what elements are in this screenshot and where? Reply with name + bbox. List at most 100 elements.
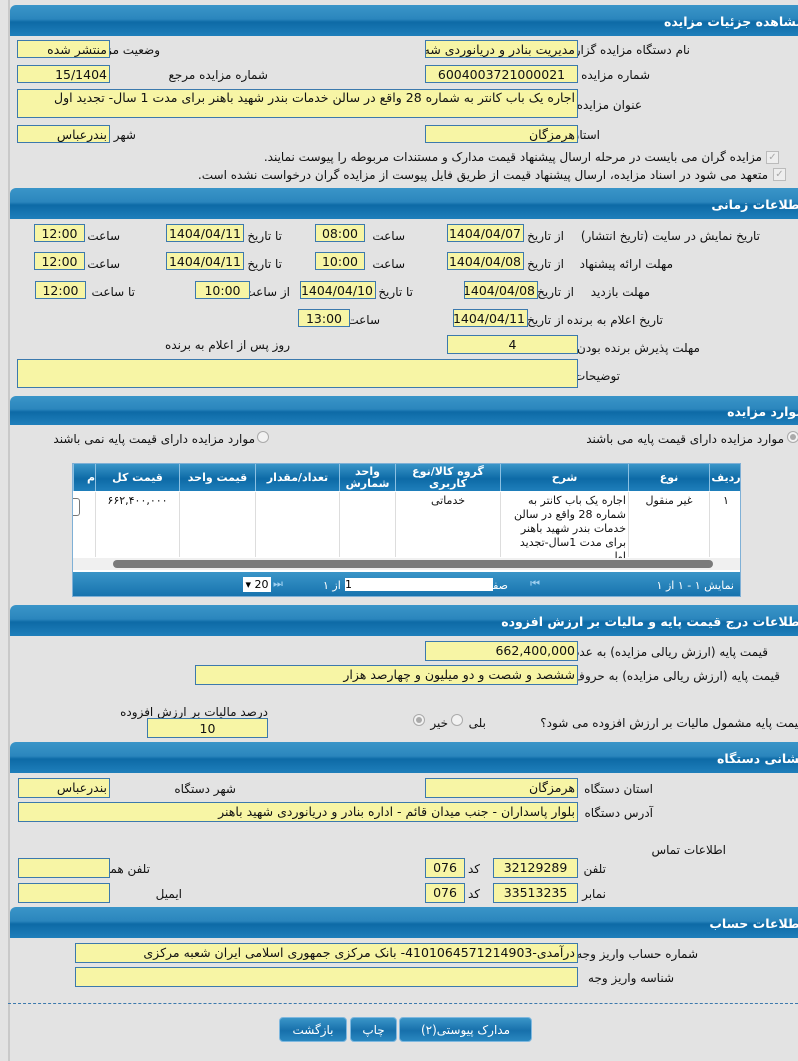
ref-number-field[interactable]: 15/1404 [17,65,110,83]
offer-from-date[interactable]: 1404/04/08 [447,252,524,270]
pager: نمایش ۱ - ۱ از ۱ ⏮ صفحه 1 از ۱ ⏭ 20 ▾ [73,572,740,596]
section-title: اطلاعات حساب [709,916,798,931]
title-field[interactable]: اجاره یک باب کانتر به شماره 28 واقع در س… [17,89,578,118]
fax-label: نمابر [582,887,606,901]
payment-id-label: شناسه واریز وجه [588,971,674,985]
has-base-price-label: موارد مزایده دارای قیمت پایه می باشند [586,432,784,446]
last-page-icon[interactable]: ⏭ [273,577,283,590]
fax-field[interactable]: 33513235 [493,883,578,903]
col-quantity[interactable]: تعداد/مقدار [255,464,339,491]
phone-code-field[interactable]: 076 [425,858,465,878]
to-date-label: تا تاریخ [378,285,413,299]
pager-summary: نمایش ۱ - ۱ از ۱ [656,579,734,592]
city-field[interactable]: بندرعباس [17,125,110,143]
account-number-field[interactable]: درآمدی-4101064571214903- بانک مرکزی جمهو… [75,943,578,963]
section-title: اطلاعات درج قیمت پایه و مالیات بر ارزش ا… [501,614,798,629]
vat-percent-field[interactable]: 10 [147,718,268,738]
fax-code-label: کد [467,887,480,901]
vat-no-label: خیر [430,716,448,730]
attachments-button[interactable]: مدارک پیوستی(۲) [399,1017,532,1042]
visit-to-date[interactable]: 1404/04/10 [300,281,376,299]
org-province-field[interactable]: هرمزگان [425,778,578,798]
visit-from-hour[interactable]: 10:00 [195,281,250,299]
page-size-value: 20 [254,578,269,591]
announce-hour[interactable]: 13:00 [298,309,350,327]
vat-no-radio[interactable] [413,714,425,726]
print-button[interactable]: چاپ [350,1017,397,1042]
display-from-date[interactable]: 1404/04/07 [447,224,524,242]
col-unit[interactable]: واحد شمارش [339,464,395,491]
offer-to-hour[interactable]: 12:00 [34,252,85,270]
horizontal-scrollbar[interactable] [73,558,740,570]
org-city-label: شهر دستگاه [174,782,236,796]
from-hour-label: از ساعت [244,285,290,299]
section-header-price: اطلاعات درج قیمت پایه و مالیات بر ارزش ا… [10,605,798,636]
email-label: ایمیل [155,887,182,901]
col-total-price[interactable]: قیمت کل [95,464,179,491]
col-group[interactable]: گروه کالا/نوع کاربری [395,464,500,491]
phone-code-label: کد [467,862,480,876]
visit-to-hour[interactable]: 12:00 [35,281,86,299]
notes-label: توضیحات [573,369,620,383]
cell-description: اجاره یک باب کانتر به شماره 28 واقع در س… [500,492,628,563]
offer-label: مهلت ارائه پیشنهاد [579,257,673,271]
cell-total-price: ۶۶۲,۴۰۰,۰۰۰ [95,492,179,557]
price-num-field[interactable]: 662,400,000 [425,641,578,661]
status-field[interactable]: منتشر شده [17,40,110,58]
price-words-field[interactable]: ششصد و شصت و دو میلیون و چهارصد هزار [195,665,578,685]
visit-from-date[interactable]: 1404/04/08 [464,281,538,299]
section-title: نشانی دستگاه [717,751,798,766]
hour-label: ساعت [347,313,380,327]
attach-docs-checkbox[interactable]: ✓ [766,151,779,164]
vat-yes-radio[interactable] [451,714,463,726]
cell-unit-price [179,492,255,557]
accept-suffix: روز پس از اعلام به برنده [165,338,290,352]
phone-field[interactable]: 32129289 [493,858,578,878]
offer-from-hour[interactable]: 10:00 [315,252,365,270]
display-from-hour[interactable]: 08:00 [315,224,365,242]
announce-date[interactable]: 1404/04/11 [453,309,528,327]
agency-field[interactable]: مدیریت بنادر و دریانوردی شه [425,40,578,58]
no-attachment-checkbox[interactable]: ✓ [773,168,786,181]
section-header-items: موارد مزایده [10,396,798,425]
notes-field[interactable] [17,359,578,388]
number-field[interactable]: 6004003721000021 [425,65,578,83]
details-button[interactable] [73,498,80,516]
col-type[interactable]: نوع [628,464,709,491]
section-header-account: اطلاعات حساب [10,907,798,938]
accept-days-field[interactable]: 4 [447,335,578,354]
org-address-field[interactable]: بلوار پاسداران - جنب میدان قائم - اداره … [18,802,578,822]
hour-label: ساعت [372,229,405,243]
fax-code-field[interactable]: 076 [425,883,465,903]
payment-id-field[interactable] [75,967,578,987]
mobile-field[interactable] [18,858,110,878]
vat-yes-label: بلی [468,716,486,730]
cell-type: غیر منقول [628,492,709,557]
org-city-field[interactable]: بندرعباس [18,778,110,798]
to-date-label: تا تاریخ [247,229,282,243]
first-page-icon[interactable]: ⏮ [530,577,540,590]
col-more[interactable]: م [73,464,95,491]
attach-docs-text: مزایده گران می بایست در مرحله ارسال پیشن… [263,150,762,164]
has-base-price-radio[interactable] [787,431,798,443]
vat-question: قیمت پایه مشمول مالیات بر ارزش افزوده می… [540,716,798,730]
page-size-select[interactable]: 20 ▾ [243,577,271,592]
province-field[interactable]: هرمزگان [425,125,578,143]
col-description[interactable]: شرح [500,464,628,491]
scrollbar-thumb[interactable] [113,560,713,568]
display-to-hour[interactable]: 12:00 [34,224,85,242]
page-input[interactable]: 1 [345,578,493,591]
col-row[interactable]: ردیف [709,464,740,491]
price-num-label: قیمت پایه (ارزش ریالی مزایده) به عدد [573,645,768,659]
section-title: اطلاعات زمانی [711,197,798,212]
email-field[interactable] [18,883,110,903]
display-to-date[interactable]: 1404/04/11 [166,224,244,242]
offer-to-date[interactable]: 1404/04/11 [166,252,244,270]
from-date-label: از تاریخ [527,313,564,327]
col-unit-price[interactable]: قیمت واحد [179,464,255,491]
no-base-price-radio[interactable] [257,431,269,443]
back-button[interactable]: بازگشت [279,1017,347,1042]
ref-label: شماره مزایده مرجع [168,68,268,82]
announce-label: تاریخ اعلام به برنده [566,313,663,327]
cell-quantity [255,492,339,557]
